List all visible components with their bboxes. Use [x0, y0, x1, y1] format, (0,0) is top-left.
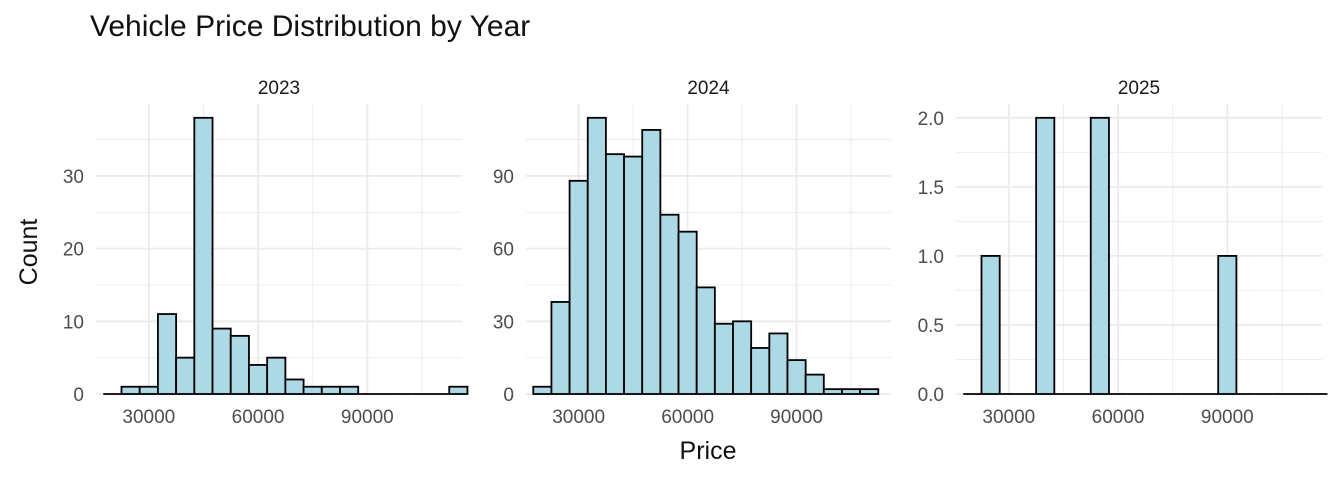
- y-tick-label: 20: [63, 240, 84, 261]
- x-tick-label: 30000: [122, 407, 175, 428]
- histogram-bar: [786, 359, 807, 395]
- x-tick-label: 30000: [552, 407, 605, 428]
- histogram-bar: [804, 373, 825, 395]
- histogram-bar: [1217, 255, 1238, 395]
- x-tick-label: 30000: [982, 407, 1035, 428]
- facet-panel-2025: 2025 0.0 0.5 1.0 1.5 2.0 30000 60000 90000: [918, 78, 1328, 428]
- facet-label: 2025: [1118, 78, 1160, 99]
- histogram-bar: [859, 388, 880, 395]
- y-tick-label: 10: [63, 312, 84, 333]
- y-tick-label: 0.5: [918, 316, 944, 337]
- x-tick-label: 60000: [232, 407, 285, 428]
- y-tick-label: 0.0: [918, 385, 944, 406]
- histogram-bar: [320, 385, 341, 395]
- chart-title: Vehicle Price Distribution by Year: [90, 10, 531, 43]
- histogram-bar: [822, 388, 843, 395]
- histogram-bar: [768, 332, 789, 395]
- facet-panel-2023: 2023 0 10 20 30 30000 60000 90000: [63, 78, 469, 428]
- histogram-bar: [732, 320, 753, 395]
- y-tick-label: 60: [493, 240, 514, 261]
- histogram-bar: [266, 356, 287, 395]
- histogram-bar: [1089, 116, 1110, 395]
- histogram-bar: [605, 153, 625, 395]
- histogram-bar: [659, 213, 680, 395]
- facet-label: 2023: [258, 78, 300, 99]
- histogram-bar: [1035, 116, 1056, 395]
- x-tick-label: 60000: [1092, 407, 1145, 428]
- y-tick-label: 0: [73, 385, 84, 406]
- x-tick-label: 90000: [1201, 407, 1254, 428]
- y-tick-label: 90: [493, 167, 514, 188]
- histogram-bar: [550, 301, 571, 395]
- histogram-bar: [284, 378, 305, 395]
- histogram-bar: [448, 385, 469, 395]
- facet-panel-2024: 2024 0 30 60 90 30000 60000 90000: [493, 78, 891, 428]
- y-tick-label: 1.0: [918, 247, 944, 268]
- histogram-bar: [193, 116, 214, 395]
- histogram-bar: [302, 385, 323, 395]
- histogram-bar: [713, 322, 734, 395]
- histogram-bar: [339, 385, 360, 395]
- histogram-bar: [211, 327, 232, 395]
- histogram-bar: [841, 388, 862, 395]
- y-tick-label: 30: [493, 312, 514, 333]
- histogram-bar: [641, 129, 662, 395]
- histogram-bar: [248, 364, 269, 395]
- histogram-bar: [175, 356, 196, 395]
- y-tick-label: 1.5: [918, 178, 944, 199]
- histogram-bar: [120, 385, 141, 395]
- facet-label: 2024: [687, 78, 730, 99]
- y-axis-title: Count: [15, 219, 43, 286]
- histogram-bar: [586, 116, 607, 395]
- y-tick-label: 0: [503, 385, 514, 406]
- histogram-bar: [138, 385, 159, 395]
- histogram-bar: [750, 347, 771, 395]
- y-tick-label: 30: [63, 167, 84, 188]
- x-tick-label: 90000: [770, 407, 823, 428]
- histogram-bar: [532, 385, 553, 395]
- histogram-bar: [229, 334, 250, 395]
- histogram-bar: [677, 230, 698, 395]
- x-tick-label: 60000: [661, 407, 714, 428]
- histogram-bar: [623, 155, 644, 395]
- x-axis-title: Price: [680, 437, 737, 465]
- histogram-bar: [980, 255, 1001, 395]
- y-tick-label: 2.0: [918, 109, 944, 130]
- histogram-bar: [568, 179, 589, 395]
- x-tick-label: 90000: [341, 407, 394, 428]
- histogram-bar: [695, 286, 716, 395]
- histogram-bar: [157, 313, 178, 395]
